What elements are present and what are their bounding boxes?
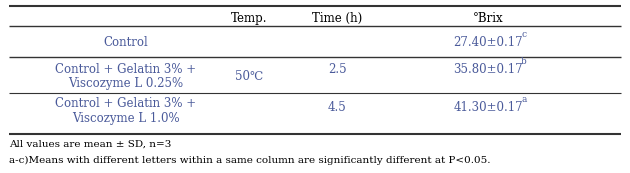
Text: 4.5: 4.5 [328, 101, 347, 114]
Text: 50℃: 50℃ [235, 70, 263, 84]
Text: °Brix: °Brix [473, 12, 503, 25]
Text: Control: Control [103, 36, 149, 49]
Text: a-c)Means with different letters within a same column are significantly differen: a-c)Means with different letters within … [9, 156, 491, 165]
Text: Time (h): Time (h) [312, 12, 362, 25]
Text: 2.5: 2.5 [328, 63, 347, 76]
Text: Control + Gelatin 3% +: Control + Gelatin 3% + [55, 97, 197, 110]
Text: Viscozyme L 1.0%: Viscozyme L 1.0% [72, 112, 180, 125]
Text: Viscozyme L 0.25%: Viscozyme L 0.25% [69, 77, 183, 90]
Text: c: c [521, 30, 526, 39]
Text: 35.80±0.17: 35.80±0.17 [454, 63, 523, 76]
Text: Temp.: Temp. [231, 12, 267, 25]
Text: 41.30±0.17: 41.30±0.17 [454, 101, 523, 114]
Text: 27.40±0.17: 27.40±0.17 [454, 36, 523, 49]
Text: b: b [521, 57, 527, 66]
Text: a: a [521, 95, 527, 104]
Text: All values are mean ± SD, n=3: All values are mean ± SD, n=3 [9, 140, 172, 149]
Text: Control + Gelatin 3% +: Control + Gelatin 3% + [55, 63, 197, 76]
